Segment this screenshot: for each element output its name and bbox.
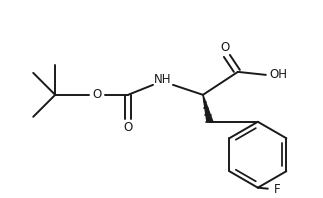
Polygon shape: [203, 95, 213, 122]
Text: F: F: [274, 183, 280, 196]
Text: O: O: [220, 41, 230, 54]
Text: NH: NH: [154, 73, 172, 86]
Text: OH: OH: [270, 68, 288, 81]
Text: O: O: [123, 121, 133, 134]
Text: O: O: [92, 88, 102, 101]
